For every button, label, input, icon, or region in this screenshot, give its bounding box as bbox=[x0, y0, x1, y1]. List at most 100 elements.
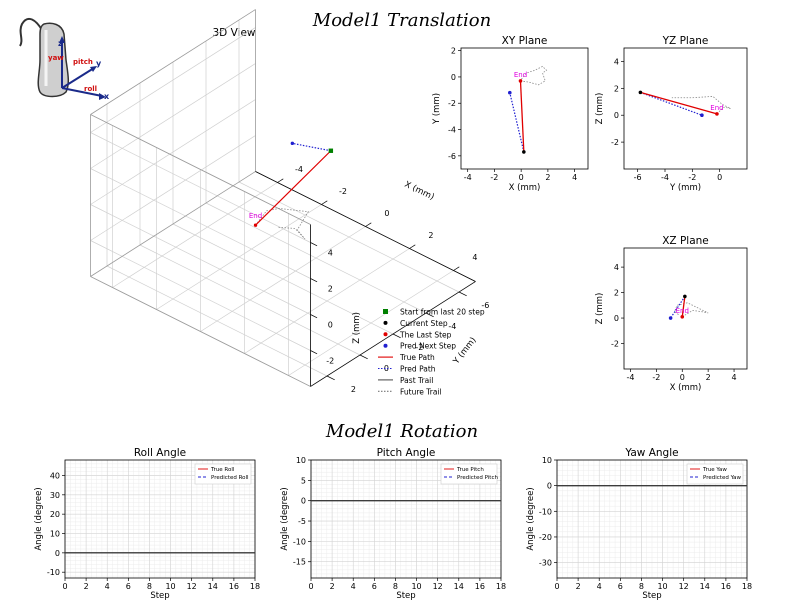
y-tick-label: -2 bbox=[611, 340, 619, 349]
grid-line bbox=[238, 181, 460, 293]
x-tick-label: 8 bbox=[393, 582, 398, 591]
x-tick-label: 10 bbox=[411, 582, 421, 591]
pred-next-step-point bbox=[507, 90, 512, 95]
y-tick-label: -10 bbox=[539, 507, 552, 516]
plot-frame bbox=[64, 459, 256, 579]
x-tick-label: 8 bbox=[639, 582, 644, 591]
pred-next-step-point bbox=[668, 316, 673, 320]
x-tick-label: -2 bbox=[688, 173, 696, 182]
y-tick-label: -6 bbox=[481, 301, 489, 310]
current-step-point bbox=[638, 90, 643, 95]
x-tick-label: 0 bbox=[554, 582, 559, 591]
x-tick bbox=[453, 266, 460, 271]
y-tick-label: -4 bbox=[448, 126, 456, 135]
grid-line bbox=[90, 132, 311, 243]
legend-box bbox=[440, 463, 498, 485]
x-tick-label: 0 bbox=[519, 173, 524, 182]
legend-box bbox=[686, 463, 744, 485]
y-tick-label: 0 bbox=[55, 549, 60, 558]
true-path bbox=[640, 91, 718, 115]
y-tick-label: 2 bbox=[614, 84, 619, 93]
x-tick bbox=[321, 200, 328, 205]
y-tick-label: 0 bbox=[614, 111, 619, 120]
y-tick-label: 10 bbox=[542, 456, 552, 465]
legend-label: Pred Path bbox=[400, 365, 436, 374]
pred-path bbox=[509, 92, 525, 153]
y-tick bbox=[458, 291, 467, 297]
y-tick-label: 2 bbox=[451, 47, 456, 56]
y-tick bbox=[326, 375, 335, 381]
plot-title: Pitch Angle bbox=[377, 447, 436, 459]
legend-marker bbox=[383, 332, 388, 337]
x-tick-label: 12 bbox=[433, 582, 443, 591]
future-trail bbox=[674, 302, 709, 318]
y-tick-label: -15 bbox=[293, 558, 306, 567]
y-tick bbox=[359, 354, 368, 360]
true-path bbox=[255, 150, 332, 226]
plot-frame bbox=[623, 47, 748, 170]
plot-frame bbox=[460, 47, 589, 170]
x-tick-label: 10 bbox=[657, 582, 667, 591]
plot-title: Roll Angle bbox=[134, 447, 186, 459]
legend-label: True Path bbox=[399, 353, 435, 362]
translation-title: Model1 Translation bbox=[312, 10, 491, 31]
x-tick-label: 2 bbox=[576, 582, 581, 591]
x-tick-label: -2 bbox=[490, 173, 498, 182]
plot-frame bbox=[623, 247, 748, 370]
legend-label: True Roll bbox=[210, 467, 235, 473]
chart-yz-plane: YZ Plane -6 -4 -2 0 -2 0 2 4 Y (mm) Z (mm) End bbox=[595, 35, 748, 193]
legend-label: Start from last 20 step bbox=[400, 308, 485, 317]
x-tick-label: 12 bbox=[679, 582, 689, 591]
y-axis-label: Angle (degree) bbox=[280, 487, 290, 550]
y-tick bbox=[425, 312, 434, 318]
x-tick-label: 4 bbox=[597, 582, 602, 591]
x-tick-label: 18 bbox=[742, 582, 752, 591]
y-tick bbox=[392, 333, 401, 339]
current-step-point bbox=[683, 294, 687, 299]
x-axis-label: Step bbox=[150, 591, 169, 601]
y-tick-label: -2 bbox=[448, 99, 456, 108]
y-tick-label: -2 bbox=[611, 138, 619, 147]
legend-label: Future Trail bbox=[400, 387, 442, 396]
x-axis-label: X (mm) bbox=[509, 183, 541, 193]
end-label: End bbox=[710, 104, 723, 112]
y-tick-label: -5 bbox=[298, 517, 306, 526]
x-tick-label: 4 bbox=[472, 253, 477, 262]
x-tick-label: -4 bbox=[295, 165, 303, 174]
last-step-point bbox=[518, 79, 523, 83]
grid-line bbox=[90, 27, 256, 133]
x-tick bbox=[409, 244, 416, 249]
y-tick-label: 0 bbox=[451, 73, 456, 82]
x-tick-label: 4 bbox=[572, 173, 577, 182]
true-path bbox=[519, 80, 525, 152]
y-axis-label: Z (mm) bbox=[595, 293, 605, 325]
x-tick-label: 16 bbox=[475, 582, 485, 591]
rotation-title: Model1 Rotation bbox=[325, 421, 478, 442]
plot-title: XZ Plane bbox=[662, 235, 709, 247]
future-trail bbox=[671, 95, 731, 115]
y-tick-label: 30 bbox=[50, 491, 60, 500]
grid-line bbox=[90, 168, 311, 279]
last-step-point bbox=[715, 112, 719, 116]
pane-edge bbox=[90, 9, 256, 115]
x-tick-label: -4 bbox=[626, 373, 634, 382]
x-tick-label: 14 bbox=[208, 582, 218, 591]
x-tick-label: 8 bbox=[147, 582, 152, 591]
y-axis-label: Angle (degree) bbox=[34, 487, 44, 550]
grid-line bbox=[90, 63, 256, 169]
x-tick-label: 4 bbox=[105, 582, 110, 591]
y-tick-label: -20 bbox=[539, 533, 552, 542]
x-tick-label: 4 bbox=[351, 582, 356, 591]
y-tick-label: -30 bbox=[539, 559, 552, 568]
probe-yaw-label: yaw bbox=[48, 54, 64, 62]
y-tick-label: 4 bbox=[614, 263, 619, 272]
y-tick-label: -6 bbox=[448, 152, 456, 161]
start-point bbox=[328, 148, 334, 153]
z-tick-label: 4 bbox=[328, 248, 333, 257]
x-tick-label: -4 bbox=[661, 173, 669, 182]
z-tick-label: -2 bbox=[326, 356, 334, 365]
z-axis-label: Z (mm) bbox=[352, 312, 362, 344]
z-tick-label: 0 bbox=[328, 320, 333, 329]
